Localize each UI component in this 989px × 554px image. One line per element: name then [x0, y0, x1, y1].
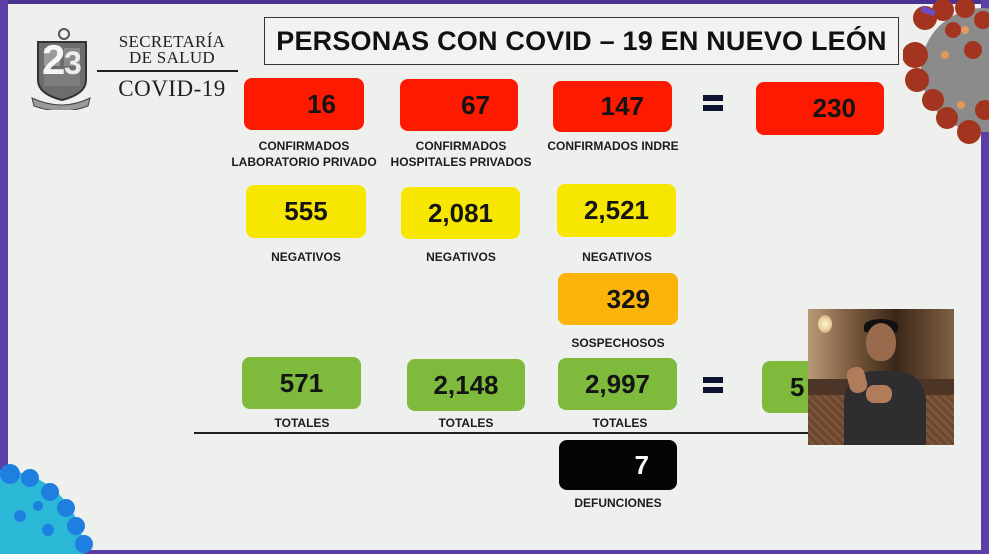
coronavirus-red-icon [903, 0, 989, 144]
totals-divider [194, 432, 808, 434]
svg-text:2: 2 [42, 36, 65, 83]
interpreter-hand-icon [866, 385, 892, 403]
confirmed-private-lab-label: CONFIRMADOS LABORATORIO PRIVADO [224, 138, 384, 170]
secretaria-title: SECRETARÍA DE SALUD [106, 32, 238, 67]
label-line: CONFIRMADOS [415, 139, 507, 153]
totals-indre-label: TOTALES [592, 416, 648, 430]
confirmed-indre-label: CONFIRMADOS INDRE [547, 139, 679, 153]
logo-line-1: SECRETARÍA [118, 32, 226, 51]
logo-divider [97, 70, 238, 72]
coronavirus-blue-icon [0, 464, 93, 554]
negatives-private-lab-value: 555 [246, 185, 366, 238]
top-border [0, 0, 989, 4]
left-border [0, 0, 8, 554]
confirmed-private-lab-value: 16 [244, 78, 364, 130]
label-line: CONFIRMADOS [258, 139, 350, 153]
totals-private-hospitals-value: 2,148 [407, 359, 525, 411]
negatives-private-hospitals-label: NEGATIVOS [426, 250, 496, 264]
interpreter-head [866, 323, 896, 361]
sign-language-interpreter-video [808, 309, 954, 445]
bottom-border [0, 550, 989, 554]
totals-private-hospitals-label: TOTALES [438, 416, 494, 430]
secretaria-de-salud-logo: 2 3 SECRETARÍA DE SALUD COVID-19 [26, 22, 238, 114]
deaths-value: 7 [559, 440, 677, 490]
label-line: HOSPITALES PRIVADOS [390, 155, 532, 169]
confirmed-private-hospitals-label: CONFIRMADOS HOSPITALES PRIVADOS [386, 138, 536, 170]
confirmed-total-value: 230 [756, 82, 884, 135]
nuevo-leon-coat-of-arms-icon: 2 3 [31, 28, 91, 110]
confirmed-private-hospitals-value: 67 [400, 79, 518, 131]
equals-sign-icon [703, 377, 723, 393]
totals-private-lab-value: 571 [242, 357, 361, 409]
page-title: PERSONAS CON COVID – 19 EN NUEVO LEÓN [264, 17, 899, 65]
confirmed-indre-value: 147 [553, 81, 672, 132]
svg-text:3: 3 [64, 45, 82, 81]
wall-lamp-icon [818, 315, 832, 333]
label-line: LABORATORIO PRIVADO [231, 155, 377, 169]
suspects-label: SOSPECHOSOS [571, 336, 665, 350]
negatives-private-lab-label: NEGATIVOS [271, 250, 341, 264]
logo-line-2: DE SALUD [129, 48, 215, 67]
logo-subtitle: COVID-19 [118, 76, 226, 101]
right-border [981, 0, 989, 554]
negatives-indre-label: NEGATIVOS [582, 250, 652, 264]
equals-sign-icon [703, 95, 723, 111]
suspects-value: 329 [558, 273, 678, 325]
negatives-indre-value: 2,521 [557, 184, 676, 237]
totals-indre-value: 2,997 [558, 358, 677, 410]
deaths-label: DEFUNCIONES [574, 496, 662, 510]
negatives-private-hospitals-value: 2,081 [401, 187, 520, 239]
totals-private-lab-label: TOTALES [274, 416, 330, 430]
